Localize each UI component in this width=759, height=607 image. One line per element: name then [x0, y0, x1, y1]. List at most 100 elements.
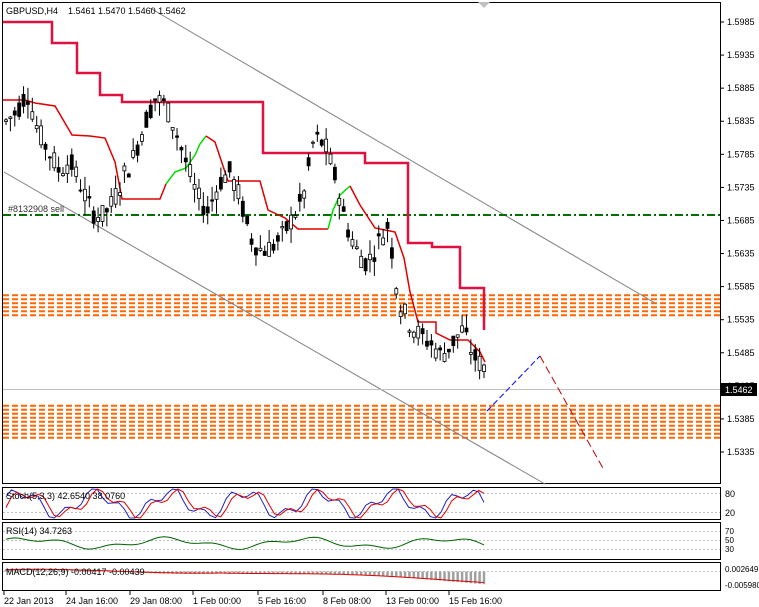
candle-body [109, 196, 114, 207]
candle-body [140, 134, 144, 142]
price-tick-label: 1.5835 [727, 116, 755, 126]
candle-body [135, 144, 140, 156]
candle-body [433, 348, 438, 359]
candle-body [293, 215, 298, 218]
candle-body [47, 156, 52, 159]
candle-body [337, 197, 342, 206]
candle-body [17, 102, 22, 117]
candle-body [451, 335, 456, 346]
candle-body [52, 152, 57, 169]
candle-body [34, 125, 39, 130]
stoch-level-80: 80 [725, 489, 735, 499]
time-tick-label: 29 Jan 08:00 [130, 596, 182, 606]
candlestick-series [4, 86, 486, 380]
candle-body [78, 189, 83, 192]
candle-body [468, 351, 473, 355]
candle-body [210, 199, 215, 202]
candle-body [30, 111, 35, 120]
candle-body [319, 139, 324, 146]
candle-body [87, 196, 92, 199]
price-tick-label: 1.5535 [727, 315, 755, 325]
candle-body [438, 347, 443, 351]
candle-body [425, 340, 429, 347]
candle-body [306, 157, 311, 167]
time-tick-label: 13 Feb 00:00 [386, 596, 439, 606]
candle-body [341, 206, 346, 212]
candle-body [232, 179, 236, 191]
candle-body [346, 229, 350, 238]
rsi-label: RSI(14) 34.7263 [6, 526, 72, 536]
candle-body [429, 340, 434, 346]
candle-body [284, 221, 289, 232]
candle-body [245, 215, 250, 225]
time-tick-label: 1 Feb 00:00 [193, 596, 241, 606]
candle-body [302, 190, 307, 199]
candle-body [218, 176, 223, 190]
candle-body [297, 193, 302, 202]
candle-body [118, 192, 122, 196]
candle-body [477, 355, 482, 372]
price-tick-label: 1.5685 [727, 215, 755, 225]
candle-body [197, 187, 201, 199]
price-tick-label: 1.5385 [727, 414, 755, 424]
candle-body [455, 334, 460, 338]
chart-shift-marker[interactable] [478, 2, 490, 8]
candle-body [223, 174, 228, 183]
candle-body [460, 325, 464, 333]
macd-label: MACD(12,26,9) -0.00417 -0.00439 [6, 567, 145, 577]
candle-body [69, 154, 74, 170]
red-trail-line-2 [205, 135, 328, 230]
stoch-level-20: 20 [725, 508, 735, 518]
stoch-label: Stoch(5,3,3) 42.6540 38.0760 [6, 491, 125, 501]
candle-body [153, 98, 158, 101]
candle-body [161, 98, 166, 101]
candle-body [363, 258, 368, 272]
resistance-zone [3, 294, 720, 317]
channel-upper-line [149, 7, 656, 304]
candle-body [381, 237, 386, 246]
candle-body [96, 217, 100, 222]
main-price-panel[interactable] [2, 2, 721, 484]
sell-order-label: #8132908 sell [8, 204, 64, 214]
candle-body [350, 239, 355, 247]
current-price-box [721, 383, 757, 396]
price-tick-label: 1.5935 [727, 50, 755, 60]
time-tick-label: 15 Feb 16:00 [449, 596, 502, 606]
candle-body [420, 328, 425, 335]
current-price-label: 1.5462 [725, 385, 753, 395]
price-tick-label: 1.5485 [727, 348, 755, 358]
candle-body [100, 205, 105, 222]
price-tick-label: 1.5985 [727, 17, 755, 27]
price-tick-label: 1.5585 [727, 282, 755, 292]
projection-down-line [539, 355, 605, 471]
candle-body [258, 247, 263, 251]
candle-body [175, 135, 179, 138]
price-tick-label: 1.5335 [727, 447, 755, 457]
candle-body [398, 311, 403, 317]
candle-body [39, 125, 43, 146]
candle-body [166, 102, 171, 123]
candle-body [315, 131, 320, 135]
chart-symbol: GBPUSD,H4 [6, 6, 58, 16]
candle-body [4, 119, 8, 122]
candle-body [183, 157, 188, 163]
candle-body [368, 253, 372, 261]
time-tick-label: 24 Jan 16:00 [66, 596, 118, 606]
macd-signal-line [5, 568, 485, 583]
rsi-level-70: 70 [725, 527, 734, 536]
candle-body [411, 331, 416, 338]
candle-body [416, 325, 421, 339]
candle-body [179, 147, 184, 151]
candle-body [473, 349, 478, 361]
candle-body [188, 164, 193, 177]
candle-body [464, 327, 469, 333]
candle-body [311, 141, 315, 144]
macd-level-bottom: -0.005980 [725, 581, 759, 590]
stochastic-panel[interactable] [2, 487, 721, 520]
price-tick-label: 1.5735 [727, 182, 755, 192]
candle-body [267, 241, 272, 257]
projection-up-line [486, 355, 541, 412]
candle-body [372, 257, 377, 262]
macd-panel[interactable] [2, 562, 721, 591]
